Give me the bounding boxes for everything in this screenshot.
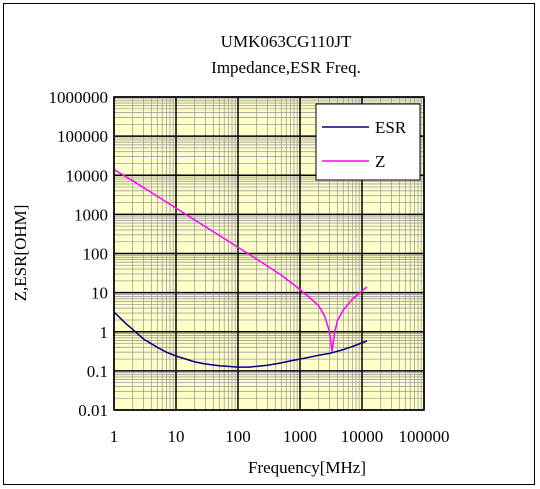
x-tick-label: 10 xyxy=(168,427,185,446)
x-tick-label: 10000 xyxy=(341,427,384,446)
major-grid xyxy=(113,96,425,411)
series-esr-line xyxy=(113,311,368,368)
y-axis-label: Z,ESR[OHM] xyxy=(11,205,30,302)
legend: ESR Z xyxy=(315,103,421,181)
y-tick-label: 10000 xyxy=(66,166,109,185)
x-tick-labels: 1 10 100 1000 10000 100000 xyxy=(110,427,450,446)
y-tick-label: 1000 xyxy=(74,205,108,224)
series-z-line xyxy=(113,168,368,352)
chart-title: UMK063CG110JT xyxy=(221,32,352,51)
legend-box xyxy=(315,103,421,181)
y-tick-label: 10 xyxy=(91,284,108,303)
y-tick-label: 1 xyxy=(100,323,109,342)
chart-frame: UMK063CG110JT Impedance,ESR Freq. 0.01 0.… xyxy=(3,3,535,485)
legend-esr-label: ESR xyxy=(375,118,407,137)
x-axis-label: Frequency[MHz] xyxy=(248,458,366,477)
y-tick-label: 0.01 xyxy=(78,401,108,420)
x-tick-label: 1000 xyxy=(283,427,317,446)
legend-z-label: Z xyxy=(375,152,385,171)
x-tick-label: 100 xyxy=(225,427,251,446)
x-tick-label: 100000 xyxy=(399,427,450,446)
x-tick-label: 1 xyxy=(110,427,119,446)
y-tick-label: 0.1 xyxy=(87,362,108,381)
y-tick-label: 100 xyxy=(83,245,109,264)
plot-border xyxy=(113,96,425,411)
y-tick-labels: 0.01 0.1 1 10 100 1000 10000 100000 1000000 xyxy=(49,88,109,420)
chart-subtitle: Impedance,ESR Freq. xyxy=(211,58,361,77)
y-tick-label: 100000 xyxy=(57,127,108,146)
chart: UMK063CG110JT Impedance,ESR Freq. 0.010.… xyxy=(11,32,450,477)
series-layer xyxy=(113,168,368,368)
y-tick-label: 1000000 xyxy=(49,88,109,107)
